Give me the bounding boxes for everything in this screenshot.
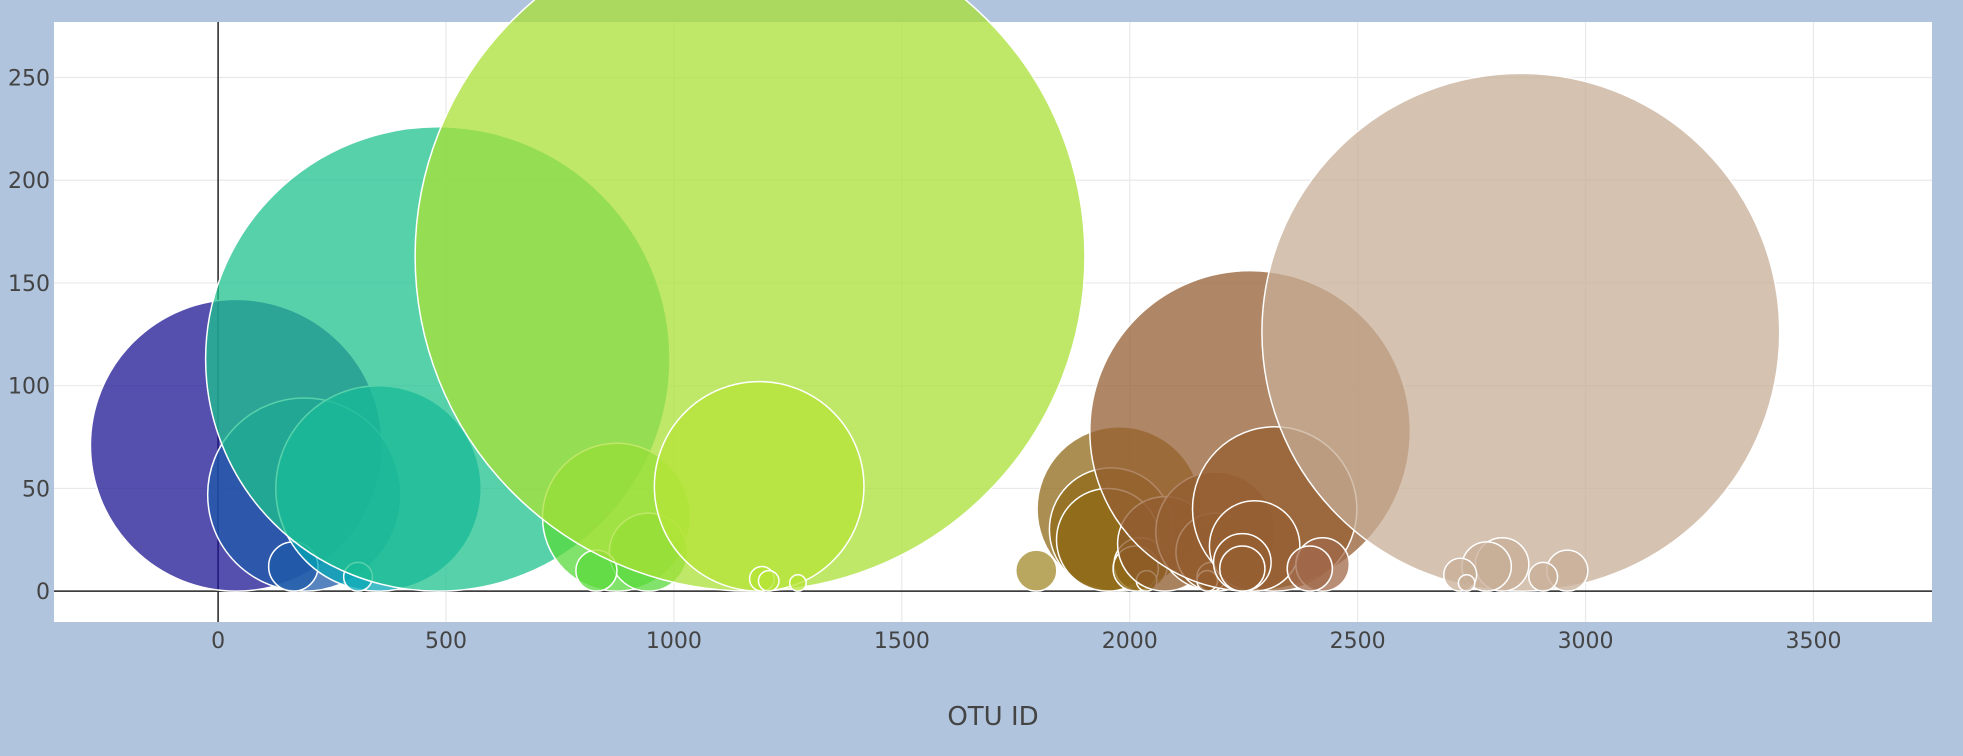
bubbles xyxy=(89,0,1781,592)
y-tick-label: 0 xyxy=(36,580,50,605)
tick-labels: 0 500 1000 1500 2000 2500 3000 3500 0 50 100 150 200… xyxy=(8,66,1841,654)
x-tick-label: 1000 xyxy=(646,629,702,654)
bubble-point xyxy=(1261,72,1781,592)
x-tick-label: 1500 xyxy=(874,629,930,654)
bubble-point xyxy=(1015,549,1058,592)
bubble-point xyxy=(757,569,780,592)
y-tick-label: 150 xyxy=(8,272,50,297)
y-tick-label: 250 xyxy=(8,66,50,91)
y-tick-label: 100 xyxy=(8,375,50,400)
y-tick-label: 50 xyxy=(22,477,50,502)
x-tick-label: 2500 xyxy=(1330,629,1386,654)
bubble-point xyxy=(1457,573,1476,592)
bubble-point xyxy=(653,380,865,592)
bubble-point xyxy=(1218,545,1266,592)
x-tick-label: 3000 xyxy=(1558,629,1614,654)
x-tick-label: 3500 xyxy=(1785,629,1841,654)
x-axis-title: OTU ID xyxy=(947,702,1038,732)
x-tick-label: 0 xyxy=(211,629,225,654)
bubble-point xyxy=(1286,545,1334,592)
bubble-point xyxy=(788,573,807,592)
bubble-point xyxy=(1528,561,1559,592)
y-tick-label: 200 xyxy=(8,169,50,194)
x-tick-label: 500 xyxy=(425,629,467,654)
x-tick-label: 2000 xyxy=(1102,629,1158,654)
